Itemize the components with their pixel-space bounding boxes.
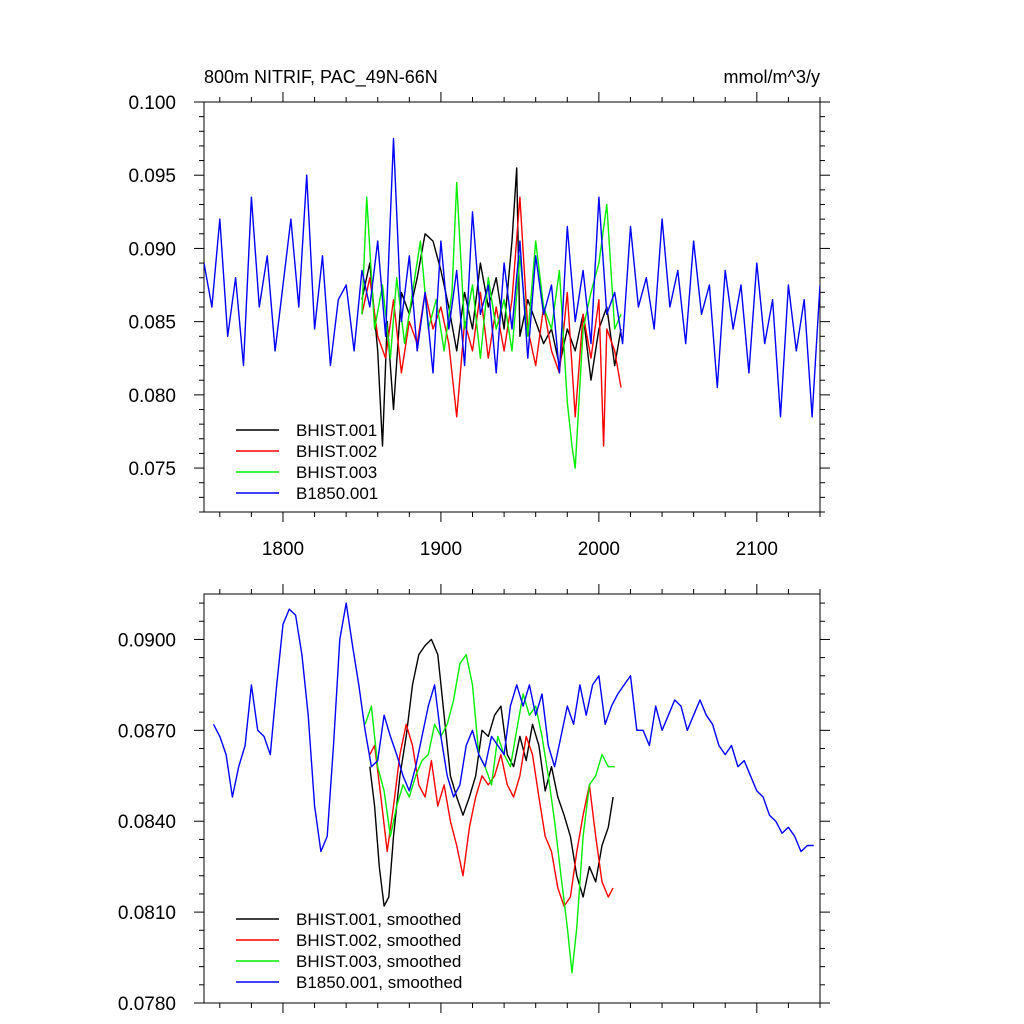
legend-label: BHIST.001: [296, 421, 377, 440]
y-tick-label: 0.0780: [118, 994, 176, 1015]
x-tick-label: 2000: [578, 539, 620, 560]
y-tick-label: 0.095: [128, 166, 176, 187]
y-tick-label: 0.080: [128, 386, 176, 407]
series-line-bhist-001-smoothed: [369, 638, 614, 907]
legend-label: BHIST.001, smoothed: [296, 910, 461, 929]
legend-label: B1850.001: [296, 484, 378, 503]
series-line-bhist-003: [361, 181, 622, 469]
x-tick-label: 2100: [736, 539, 778, 560]
series-line-b1850-001: [204, 137, 820, 418]
y-tick-label: 0.100: [128, 93, 176, 114]
y-tick-label: 0.0840: [118, 812, 176, 833]
y-tick-label: 0.0810: [118, 903, 176, 924]
series-line-bhist-001: [361, 167, 622, 447]
y-tick-label: 0.075: [128, 459, 176, 480]
top-panel-title: 800m NITRIF, PAC_49N-66N: [204, 67, 438, 88]
legend-label: B1850.001, smoothed: [296, 973, 462, 992]
y-tick-label: 0.0900: [118, 630, 176, 651]
legend-label: BHIST.003: [296, 463, 377, 482]
top-panel-units: mmol/m^3/y: [724, 67, 820, 87]
series-line-b1850-001-smoothed: [212, 602, 814, 853]
legend-label: BHIST.002: [296, 442, 377, 461]
y-tick-label: 0.085: [128, 313, 176, 334]
x-tick-label: 1900: [420, 539, 462, 560]
x-tick-label: 1800: [262, 539, 304, 560]
series-line-bhist-002-smoothed: [369, 723, 614, 907]
top-panel: 800m NITRIF, PAC_49N-66N mmol/m^3/y 1800…: [128, 67, 830, 560]
bottom-panel: 0.0780 0.0810 0.0840 0.0870 0.0900 BHIST.001,…: [118, 584, 830, 1015]
series-line-bhist-003-smoothed: [364, 653, 615, 974]
y-tick-label: 0.0870: [118, 721, 176, 742]
legend-label: BHIST.003, smoothed: [296, 952, 461, 971]
y-tick-label: 0.090: [128, 239, 176, 260]
series-line-bhist-002: [361, 196, 622, 447]
legend-label: BHIST.002, smoothed: [296, 931, 461, 950]
plot-frame: [203, 593, 821, 1004]
